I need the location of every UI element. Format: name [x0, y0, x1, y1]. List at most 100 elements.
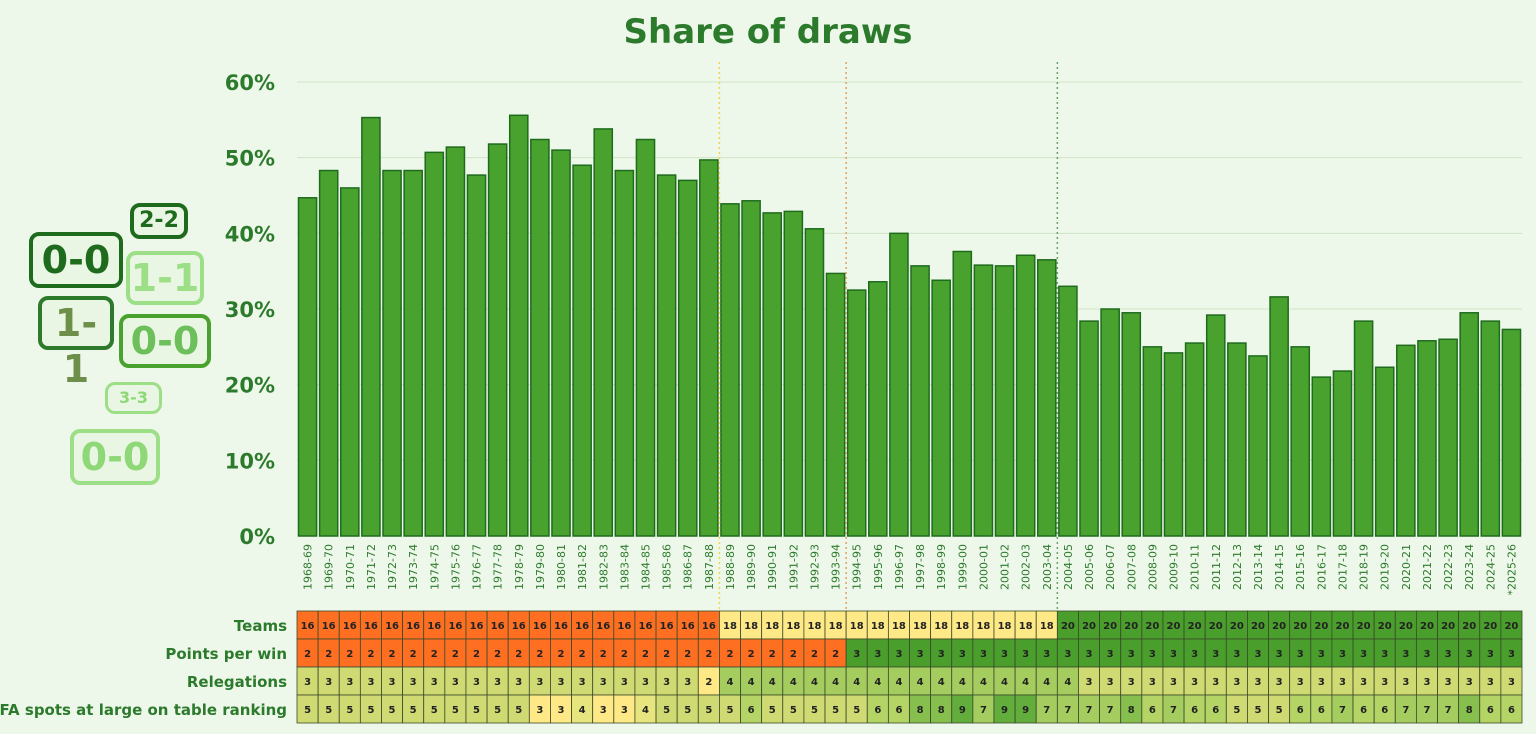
table-cell-value: 3	[1255, 649, 1262, 660]
table-cell-value: 3	[1318, 677, 1325, 688]
table-cell-value: 3	[1381, 677, 1388, 688]
table-cell-value: 3	[1360, 649, 1367, 660]
table-cell-value: 5	[769, 705, 776, 716]
table-cell-value: 16	[617, 621, 631, 632]
x-tick-label: 2024-25	[1484, 544, 1497, 590]
table-cell-value: 2	[621, 649, 628, 660]
table-cell-value: 16	[639, 621, 653, 632]
table-cell-value: 2	[304, 649, 311, 660]
x-tick-label: 2020-21	[1400, 544, 1413, 590]
table-cell-value: 6	[874, 705, 881, 716]
table-cell-value: 18	[723, 621, 737, 632]
table-cell-value: 7	[1107, 705, 1114, 716]
x-tick-label: 1989-90	[745, 544, 758, 590]
table-cell-value: 4	[748, 677, 755, 688]
x-tick-label: 1969-70	[323, 544, 336, 590]
table-cell-value: 16	[427, 621, 441, 632]
table-cell-value: 3	[621, 677, 628, 688]
x-tick-label: *2025-26	[1505, 544, 1518, 595]
table-cell-value: 20	[1145, 621, 1159, 632]
table-cell-value: 2	[705, 649, 712, 660]
table-cell-value: 6	[1508, 705, 1515, 716]
table-cell-value: 3	[536, 705, 543, 716]
table-cell-value: 2	[558, 649, 565, 660]
table-cell-value: 4	[895, 677, 902, 688]
bar	[762, 212, 783, 537]
table-cell-value: 3	[1255, 677, 1262, 688]
bar	[487, 143, 508, 537]
table-cell-value: 16	[343, 621, 357, 632]
x-tick-label: 1988-89	[724, 544, 737, 590]
table-cell-value: 20	[1378, 621, 1392, 632]
bar	[1184, 342, 1205, 537]
x-tick-label: 1971-72	[365, 544, 378, 590]
bar	[614, 169, 635, 537]
table-cell-value: 3	[579, 677, 586, 688]
x-tick-label: 2017-18	[1336, 544, 1349, 590]
table-cell-value: 16	[406, 621, 420, 632]
table-cell-value: 2	[726, 649, 733, 660]
x-tick-label: 1981-82	[576, 544, 589, 590]
table-cell-value: 5	[1255, 705, 1262, 716]
x-tick-label: 2019-20	[1379, 544, 1392, 590]
bar	[952, 250, 973, 537]
bar	[1227, 342, 1247, 537]
score-badge: 2-2	[130, 203, 188, 239]
bar	[1142, 346, 1163, 537]
table-cell-value: 20	[1251, 621, 1265, 632]
y-tick-label: 50%	[225, 147, 275, 171]
table-cell-value: 2	[579, 649, 586, 660]
table-cell-value: 20	[1167, 621, 1181, 632]
table-cell-value: 6	[1487, 705, 1494, 716]
table-row-label: Relegations	[187, 673, 287, 691]
table-cell-value: 2	[769, 649, 776, 660]
x-tick-label: 2018-19	[1358, 544, 1371, 590]
table-cell-value: 2	[705, 677, 712, 688]
bar	[466, 174, 487, 537]
x-tick-label: 2023-24	[1463, 544, 1476, 590]
table-row-label: Points per win	[165, 645, 287, 663]
x-tick-label: 1998-99	[935, 544, 948, 590]
table-cell-value: 18	[913, 621, 927, 632]
table-cell-value: 5	[431, 705, 438, 716]
bar	[1036, 259, 1057, 537]
x-tick-label: 1996-97	[893, 544, 906, 590]
table-cell-value: 3	[1086, 677, 1093, 688]
table-cell-value: 20	[1441, 621, 1455, 632]
bar	[297, 197, 318, 537]
bar	[1417, 340, 1437, 537]
x-tick-label: 1980-81	[555, 544, 568, 590]
table-cell-value: 20	[1483, 621, 1497, 632]
bar	[1269, 296, 1289, 537]
table-cell-value: 7	[1170, 705, 1177, 716]
table-cell-value: 2	[494, 649, 501, 660]
x-tick-label: 2008-09	[1146, 544, 1159, 590]
table-cell-value: 4	[1064, 677, 1071, 688]
table-cell-value: 3	[874, 649, 881, 660]
x-tick-label: 1986-87	[682, 544, 695, 590]
table-cell-value: 3	[1508, 649, 1515, 660]
table-cell-value: 3	[1212, 677, 1219, 688]
table-cell-value: 2	[473, 649, 480, 660]
table-cell-value: 5	[304, 705, 311, 716]
table-cell-value: 16	[301, 621, 315, 632]
x-tick-label: 1973-74	[407, 544, 420, 590]
bar	[720, 203, 740, 537]
table-cell-value: 16	[470, 621, 484, 632]
score-badge: 0-0	[70, 429, 160, 485]
table-cell-value: 3	[600, 677, 607, 688]
bar	[656, 174, 677, 537]
table-cell-value: 2	[367, 649, 374, 660]
y-tick-label: 30%	[225, 298, 275, 322]
x-tick-label: 2000-01	[977, 544, 990, 590]
table-cell-value: 20	[1209, 621, 1223, 632]
table-cell-value: 3	[346, 677, 353, 688]
table-cell-value: 7	[1339, 705, 1346, 716]
bar	[1353, 320, 1374, 537]
table-cell-value: 20	[1314, 621, 1328, 632]
table-cell-value: 3	[473, 677, 480, 688]
bar	[699, 159, 719, 537]
table-cell-value: 2	[663, 649, 670, 660]
y-tick-label: 0%	[239, 525, 275, 549]
table-cell-value: 18	[955, 621, 969, 632]
